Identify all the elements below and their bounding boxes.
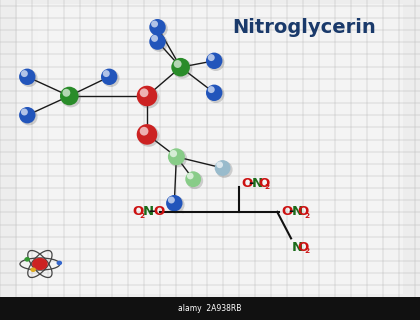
Point — [21, 109, 28, 115]
Point — [177, 65, 184, 70]
Point — [106, 74, 113, 79]
Text: O: O — [153, 205, 164, 218]
Circle shape — [57, 261, 61, 265]
Text: N: N — [252, 177, 263, 189]
Bar — [38, 9, 382, 289]
Text: 2: 2 — [304, 213, 310, 219]
Point — [26, 114, 32, 119]
Point — [170, 151, 177, 156]
Point — [68, 95, 74, 100]
Text: O: O — [298, 205, 309, 218]
Point — [156, 41, 163, 46]
Text: 2: 2 — [265, 184, 270, 190]
Point — [21, 71, 28, 76]
Point — [168, 197, 175, 203]
Point — [154, 39, 161, 44]
Circle shape — [31, 268, 35, 271]
Point — [174, 61, 181, 67]
Text: N: N — [292, 241, 303, 253]
Point — [154, 25, 161, 30]
Point — [175, 156, 181, 161]
Text: alamy  2A938RB: alamy 2A938RB — [178, 304, 242, 313]
Text: 2: 2 — [139, 213, 144, 219]
Point — [145, 133, 152, 139]
Point — [171, 201, 178, 206]
Text: Nitroglycerin: Nitroglycerin — [233, 18, 376, 36]
Point — [173, 202, 179, 207]
Point — [144, 93, 150, 99]
Point — [187, 173, 194, 179]
Point — [219, 165, 226, 171]
Circle shape — [33, 259, 47, 269]
Point — [24, 113, 31, 118]
Point — [103, 71, 110, 76]
Text: –: – — [248, 177, 255, 189]
Point — [63, 90, 70, 95]
Point — [211, 58, 218, 63]
Point — [144, 132, 150, 137]
Point — [141, 90, 147, 95]
Text: O: O — [258, 177, 269, 189]
Text: O: O — [241, 177, 253, 189]
Circle shape — [25, 258, 29, 261]
Text: N: N — [292, 205, 303, 218]
Text: O: O — [132, 205, 144, 218]
Point — [108, 76, 114, 81]
Point — [66, 93, 73, 99]
Point — [151, 21, 158, 27]
Point — [211, 90, 218, 95]
Point — [213, 60, 219, 65]
Point — [24, 74, 31, 79]
Text: –: – — [288, 205, 295, 218]
Point — [141, 129, 147, 134]
Point — [26, 76, 32, 81]
Point — [145, 95, 152, 100]
Text: O: O — [281, 205, 293, 218]
Text: O: O — [298, 241, 309, 253]
Text: 2: 2 — [304, 248, 310, 254]
Text: N: N — [143, 205, 154, 218]
Point — [216, 162, 223, 167]
Point — [208, 55, 215, 60]
Text: –: – — [148, 205, 155, 218]
Point — [221, 167, 228, 172]
Point — [208, 87, 215, 92]
Point — [213, 92, 219, 97]
Point — [192, 178, 198, 183]
Point — [190, 177, 197, 182]
Point — [179, 66, 186, 71]
Point — [156, 26, 163, 31]
Bar — [0, 297, 420, 320]
Point — [173, 154, 180, 159]
Point — [151, 36, 158, 41]
